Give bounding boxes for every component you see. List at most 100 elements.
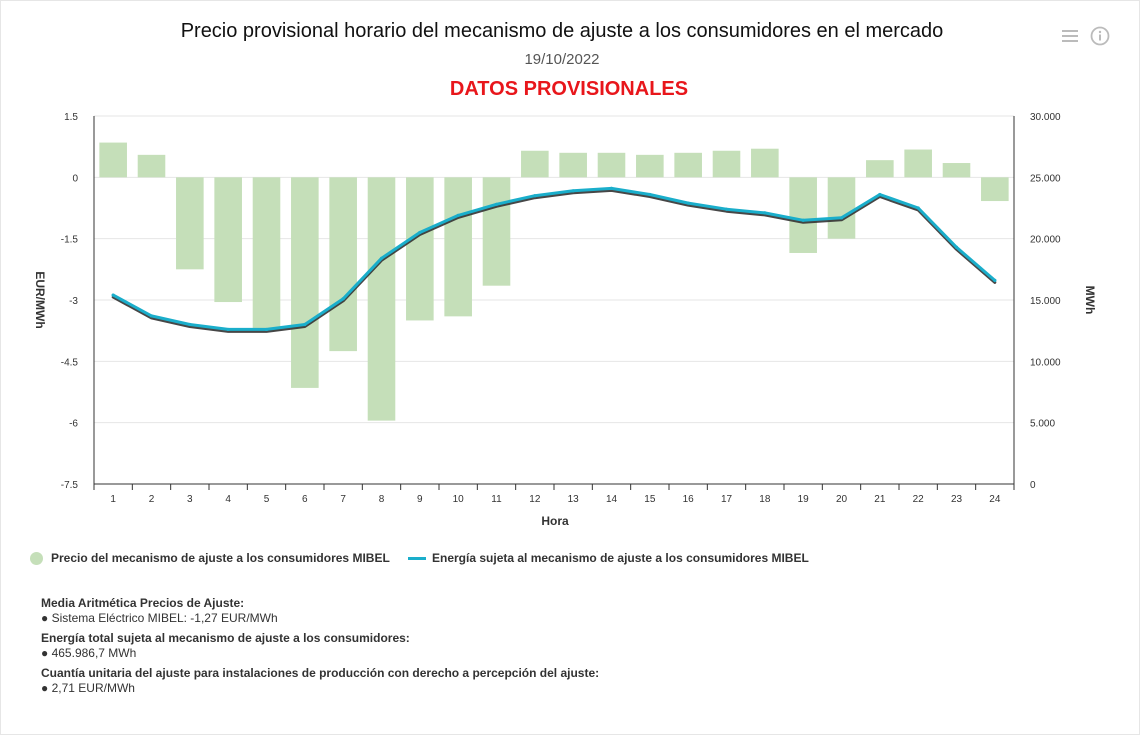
y-axis-right-label: MWh [1083,286,1097,315]
stat-total-energy-title: Energía total sujeta al mecanismo de aju… [41,631,410,645]
info-icon[interactable] [1090,26,1110,46]
price-bar[interactable] [981,177,1009,202]
price-bar[interactable] [444,177,472,317]
energy-point[interactable] [149,314,154,318]
price-bar[interactable] [99,142,127,178]
legend-price-marker [30,551,43,565]
price-bar[interactable] [329,177,357,352]
y-left-tick-label: 1.5 [64,112,78,123]
energy-point[interactable] [954,245,959,249]
x-tick-label: 17 [721,494,733,505]
energy-point[interactable] [226,327,230,332]
x-tick-label: 21 [874,494,886,505]
hamburger-menu-icon[interactable] [1060,26,1080,46]
price-bar[interactable] [367,177,396,421]
legend-price-label: Precio del mecanismo de ajuste a los con… [51,551,390,565]
energy-point[interactable] [686,201,690,205]
price-bar[interactable] [904,149,932,178]
price-bar[interactable] [252,177,281,331]
chart-plot: 1.50-1.5-3-4.5-6-7.530.00025.00020.00015… [33,112,1097,528]
legend-energy-marker [408,556,426,560]
stat-average-price-value: ● Sistema Eléctrico MIBEL: -1,27 EUR/MWh [41,611,278,625]
energy-line-shadow [111,188,997,333]
x-tick-label: 7 [340,494,346,505]
x-tick-label: 3 [187,494,193,505]
energy-point[interactable] [188,322,192,327]
y-left-tick-label: -7.5 [61,480,79,491]
x-tick-label: 5 [264,494,270,505]
x-tick-label: 18 [759,494,771,505]
x-tick-label: 19 [798,494,810,505]
price-bar[interactable] [866,160,894,178]
energy-point[interactable] [763,211,767,215]
energy-point[interactable] [724,207,729,211]
x-tick-label: 15 [644,494,656,505]
energy-point[interactable] [609,186,614,190]
price-bar[interactable] [674,152,702,178]
tick-labels: 1.50-1.5-3-4.5-6-7.530.00025.00020.00015… [61,112,1061,505]
y-right-tick-label: 15.000 [1030,296,1061,307]
energy-point[interactable] [379,256,384,260]
legend-item-price[interactable]: Precio del mecanismo de ajuste a los con… [30,551,390,565]
axes [93,116,1015,490]
energy-point[interactable] [303,322,307,327]
energy-point[interactable] [264,327,269,332]
x-tick-label: 13 [568,494,580,505]
x-tick-label: 24 [989,494,1001,505]
x-tick-label: 12 [529,494,541,505]
energy-point[interactable] [878,192,882,197]
energy-point[interactable] [341,297,345,301]
y-left-tick-label: -3 [69,296,78,307]
price-bar[interactable] [712,150,741,178]
stat-total-energy-value: ● 465.986,7 MWh [41,646,137,660]
price-bar[interactable] [789,177,817,253]
stat-unit-amount: Cuantía unitaria del ajuste para instala… [41,666,599,696]
x-axis-label: Hora [541,514,569,528]
price-bar[interactable] [559,152,587,178]
energy-point[interactable] [571,189,575,193]
x-tick-label: 11 [491,494,502,505]
price-bar[interactable] [827,177,856,239]
x-tick-label: 2 [149,494,155,505]
price-bar[interactable] [597,152,626,178]
y-right-tick-label: 25.000 [1030,173,1061,184]
x-tick-label: 16 [683,494,695,505]
x-tick-label: 10 [453,494,465,505]
energy-point[interactable] [993,278,997,282]
x-tick-label: 9 [417,494,423,505]
y-right-tick-label: 20.000 [1030,235,1061,246]
price-bar[interactable] [176,177,204,270]
price-bar[interactable] [751,148,779,178]
x-tick-label: 23 [951,494,963,505]
energy-line[interactable] [111,186,997,331]
y-right-tick-label: 30.000 [1030,112,1061,123]
energy-point[interactable] [533,194,537,198]
energy-point[interactable] [456,213,460,217]
price-bar[interactable] [942,163,971,178]
price-bar[interactable] [636,154,664,178]
price-bar[interactable] [406,177,434,321]
energy-point[interactable] [418,230,422,235]
legend-item-energy[interactable]: Energía sujeta al mecanismo de ajuste a … [408,551,809,565]
energy-point[interactable] [494,202,499,206]
price-bar[interactable] [214,177,242,303]
y-left-tick-label: -4.5 [61,357,79,368]
price-bar[interactable] [482,177,511,286]
stat-average-price: Media Aritmética Precios de Ajuste: ● Si… [41,596,278,626]
energy-point[interactable] [648,192,652,197]
x-tick-label: 14 [606,494,618,505]
y-left-tick-label: -6 [69,419,78,430]
energy-point[interactable] [916,206,920,210]
stat-unit-amount-value: ● 2,71 EUR/MWh [41,681,135,695]
x-tick-label: 22 [913,494,925,505]
chart-date: 19/10/2022 [524,51,600,68]
price-bar[interactable] [291,177,319,388]
x-tick-label: 6 [302,494,308,505]
line-series [111,186,997,333]
energy-point[interactable] [839,216,844,220]
price-bar[interactable] [137,154,166,178]
energy-point[interactable] [801,218,805,222]
y-axis-left-label: EUR/MWh [33,271,47,328]
energy-point[interactable] [111,293,115,297]
price-bar[interactable] [521,150,549,178]
